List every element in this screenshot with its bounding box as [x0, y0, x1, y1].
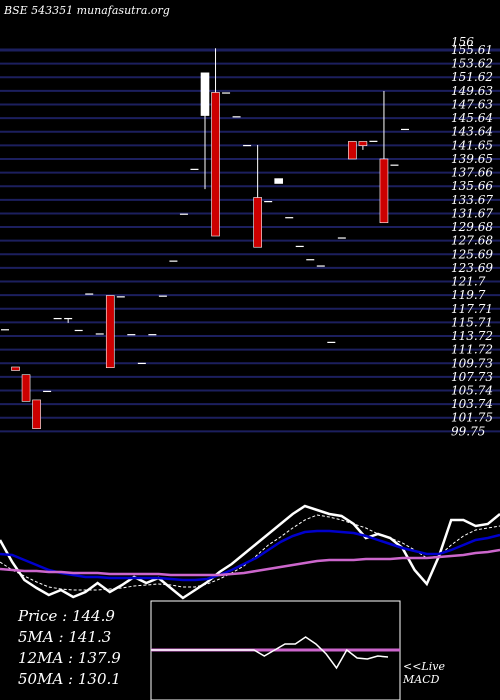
y-tick-label: 137.66 [451, 166, 493, 180]
y-tick-label: 129.68 [451, 220, 493, 234]
candle-body [327, 341, 336, 343]
stat-5ma-value: 141.3 [68, 628, 112, 646]
y-tick-label: 155.61 [451, 43, 493, 57]
chart-header: BSE 543351 munafasutra.org [4, 4, 170, 17]
y-tick-label: 119.7 [451, 288, 486, 302]
candle-body [116, 296, 125, 298]
candle-body [264, 201, 273, 203]
y-tick-label: 125.69 [451, 247, 493, 261]
candle-body [306, 259, 315, 261]
y-tick-label: 143.64 [451, 125, 493, 139]
price-axis-ticks: 156155.61153.62151.62149.63147.63145.641… [451, 35, 493, 438]
candlestick-series [1, 48, 409, 429]
y-tick-label: 121.7 [451, 275, 486, 289]
y-tick-label: 131.67 [451, 206, 493, 220]
y-tick-label: 111.72 [451, 343, 493, 357]
candle-body [32, 399, 41, 429]
candle-body [232, 116, 241, 118]
y-tick-label: 103.74 [451, 397, 493, 411]
candle-body [137, 362, 146, 365]
candle-body [127, 334, 136, 336]
macd-label: <<Live MACD [403, 660, 445, 686]
y-tick-label: 133.67 [451, 193, 493, 207]
y-tick-label: 153.62 [451, 57, 493, 71]
candle-body [74, 329, 83, 332]
candle-body [390, 164, 399, 166]
candle-body [348, 141, 357, 160]
candle-body [169, 260, 178, 262]
candle-body [337, 237, 346, 239]
candle-body [295, 245, 304, 248]
macd-panel [150, 600, 401, 700]
y-tick-label: 123.69 [451, 261, 493, 275]
candle-body [148, 334, 157, 336]
stat-12ma-value: 137.9 [77, 649, 121, 667]
candle-body [274, 178, 283, 184]
y-tick-label: 127.68 [451, 234, 493, 248]
ma-series-line [0, 548, 500, 577]
stat-50ma-value: 130.1 [77, 670, 121, 688]
y-tick-label: 113.72 [451, 329, 493, 343]
ma-series-line [0, 529, 500, 582]
y-tick-label: 105.74 [451, 384, 493, 398]
y-tick-label: 101.75 [451, 411, 493, 425]
candle-body [253, 197, 262, 248]
candle-body [11, 366, 20, 371]
stats-block: Price : 144.9 5MA : 141.3 12MA : 137.9 5… [18, 606, 121, 690]
stat-12ma: 12MA : 137.9 [18, 649, 121, 667]
candle-body [190, 168, 199, 170]
y-tick-label: 149.63 [451, 84, 493, 98]
candle-body [179, 213, 188, 215]
candle-body [200, 72, 210, 116]
candle-body [53, 317, 62, 320]
candle-body [105, 295, 115, 369]
stat-5ma: 5MA : 141.3 [18, 628, 112, 646]
y-tick-label: 115.71 [451, 315, 493, 329]
y-tick-label: 117.71 [451, 302, 493, 316]
y-tick-label: 145.64 [451, 111, 493, 125]
y-tick-label: 141.65 [451, 138, 493, 152]
live-link[interactable]: <<Live [403, 660, 445, 673]
candle-body [43, 390, 52, 393]
candle-body [401, 128, 409, 131]
candle-body [379, 158, 389, 224]
candle-body [222, 92, 231, 94]
stat-50ma: 50MA : 130.1 [18, 670, 121, 688]
y-tick-label: 151.62 [451, 70, 493, 84]
y-tick-label: 107.73 [451, 370, 493, 384]
stat-price-value: 144.9 [71, 607, 115, 625]
y-tick-label: 156 [451, 35, 474, 49]
candle-body [211, 92, 220, 237]
y-tick-label: 139.65 [451, 152, 493, 166]
macd-title: MACD [403, 673, 440, 686]
candle-body [64, 317, 73, 320]
y-tick-label: 109.73 [451, 356, 493, 370]
candle-body [358, 141, 368, 146]
candle-body [95, 333, 104, 335]
ma-series-line [0, 504, 500, 600]
candle-body [158, 295, 167, 297]
candle-body [1, 329, 9, 331]
candle-body [316, 265, 325, 267]
y-tick-label: 135.66 [451, 179, 493, 193]
price-grid [0, 48, 500, 433]
candle-body [285, 217, 294, 219]
candle-body [21, 374, 31, 402]
moving-average-panel [0, 504, 500, 600]
y-tick-label: 147.63 [451, 97, 493, 111]
candle-body [369, 140, 378, 142]
stat-price: Price : 144.9 [18, 607, 115, 625]
y-tick-label: 99.75 [451, 424, 485, 438]
candle-body [243, 144, 252, 147]
candle-body [85, 293, 94, 295]
macd-line [151, 636, 389, 670]
